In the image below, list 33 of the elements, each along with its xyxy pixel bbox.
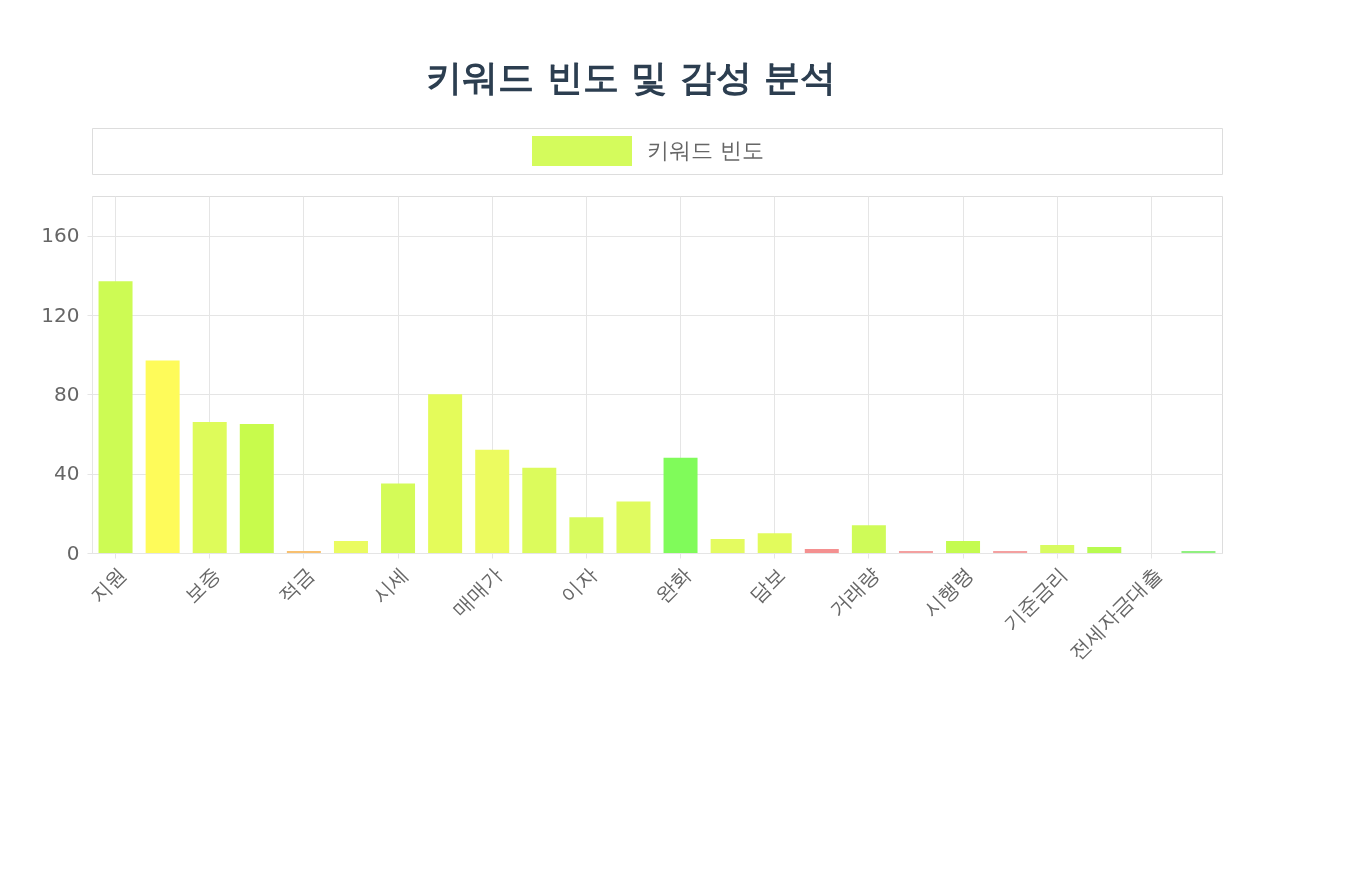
- y-tick-label: 0: [66, 540, 80, 565]
- bar: [1087, 547, 1122, 553]
- bar: [98, 281, 133, 553]
- bar: [946, 541, 981, 553]
- bar: [381, 483, 416, 553]
- bar: [569, 517, 604, 553]
- bar: [757, 533, 792, 553]
- y-tick-label: 40: [54, 461, 80, 486]
- x-tick-label: 지원: [85, 562, 131, 608]
- y-tick-label: 120: [41, 302, 80, 327]
- bar: [616, 501, 651, 553]
- x-tick-label: 시세: [367, 562, 413, 608]
- y-tick-label: 80: [54, 381, 80, 406]
- bar: [522, 467, 557, 553]
- legend-label: 키워드 빈도: [647, 138, 764, 163]
- x-tick-label: 이자: [555, 562, 602, 608]
- x-tick-label: 보증: [179, 562, 225, 608]
- y-tick-label: 160: [41, 223, 80, 248]
- bar: [851, 525, 886, 553]
- bar: [192, 422, 227, 553]
- x-tick-label: 적금: [273, 562, 319, 608]
- bar: [804, 549, 839, 553]
- chart-title: 키워드 빈도 및 감성 분석: [426, 56, 837, 98]
- bar: [333, 541, 368, 553]
- bar: [1040, 545, 1075, 553]
- bar: [428, 394, 463, 553]
- bar: [475, 449, 510, 553]
- bar: [239, 424, 274, 553]
- bar: [145, 360, 180, 553]
- x-tick-label: 담보: [744, 562, 790, 608]
- bar: [710, 539, 745, 553]
- bar: [663, 457, 698, 553]
- x-tick-label: 완화: [650, 562, 696, 608]
